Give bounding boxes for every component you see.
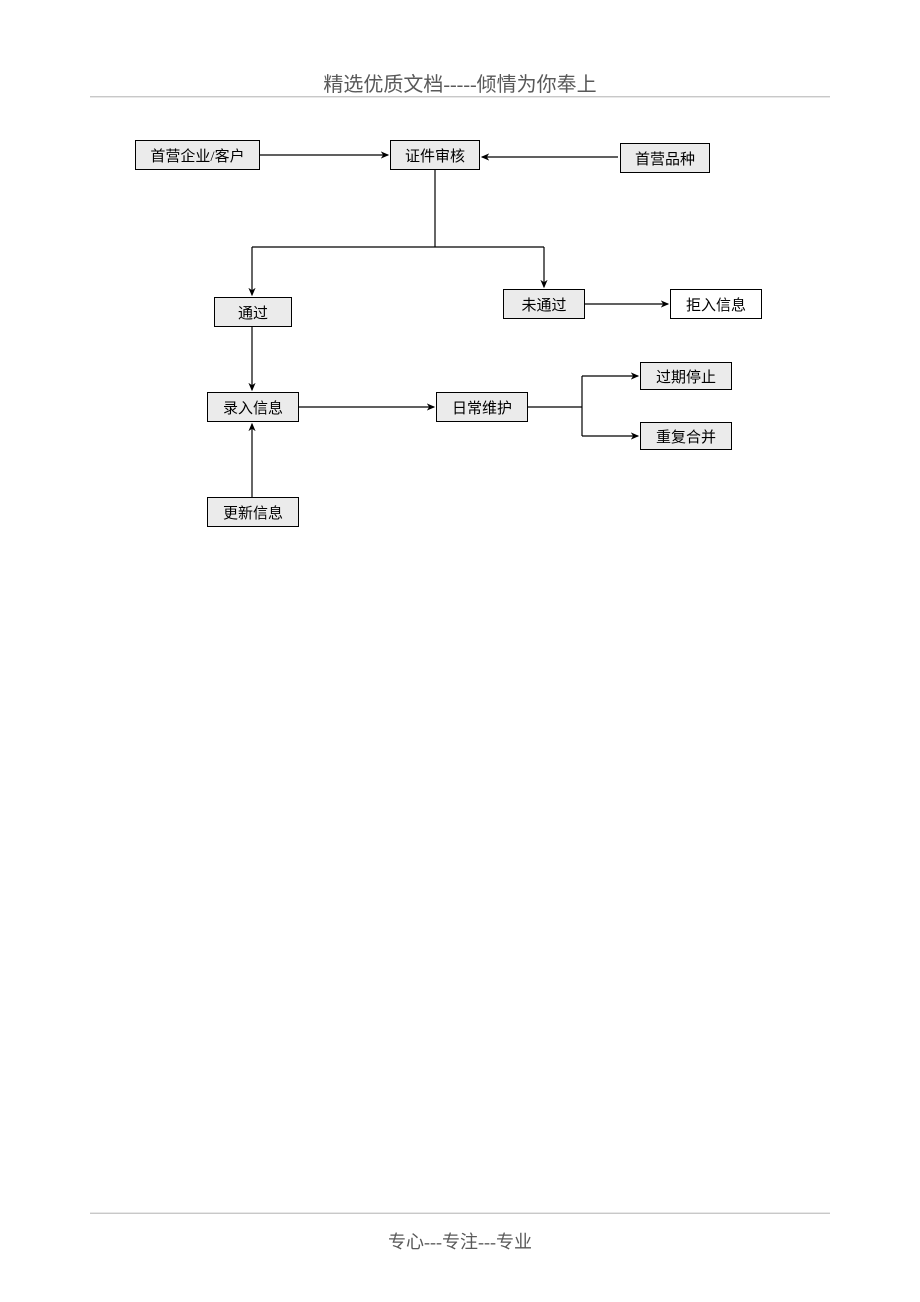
flowchart-node-n_merge: 重复合并	[640, 422, 732, 450]
page-footer: 专心---专注---专业	[0, 1228, 920, 1254]
flowchart-node-n_fail: 未通过	[503, 289, 585, 319]
flowchart-node-n_reject: 拒入信息	[670, 289, 762, 319]
flowchart-node-n_update: 更新信息	[207, 497, 299, 527]
flowchart-node-n_review: 证件审核	[390, 140, 480, 170]
flowchart-node-n_customer: 首营企业/客户	[135, 140, 260, 170]
flowchart-canvas: 首营企业/客户 证件审核 首营品种通过 未通过 拒入信息录入信息 日常维护 过期停止重复合并…	[0, 0, 920, 1302]
flowchart-node-n_input: 录入信息	[207, 392, 299, 422]
flowchart-node-n_variety: 首营品种	[620, 143, 710, 173]
flowchart-node-n_pass: 通过	[214, 297, 292, 327]
footer-rule	[90, 1212, 830, 1214]
flowchart-node-n_maintain: 日常维护	[436, 392, 528, 422]
flowchart-edges	[0, 0, 920, 1302]
flowchart-node-n_expire: 过期停止	[640, 362, 732, 390]
